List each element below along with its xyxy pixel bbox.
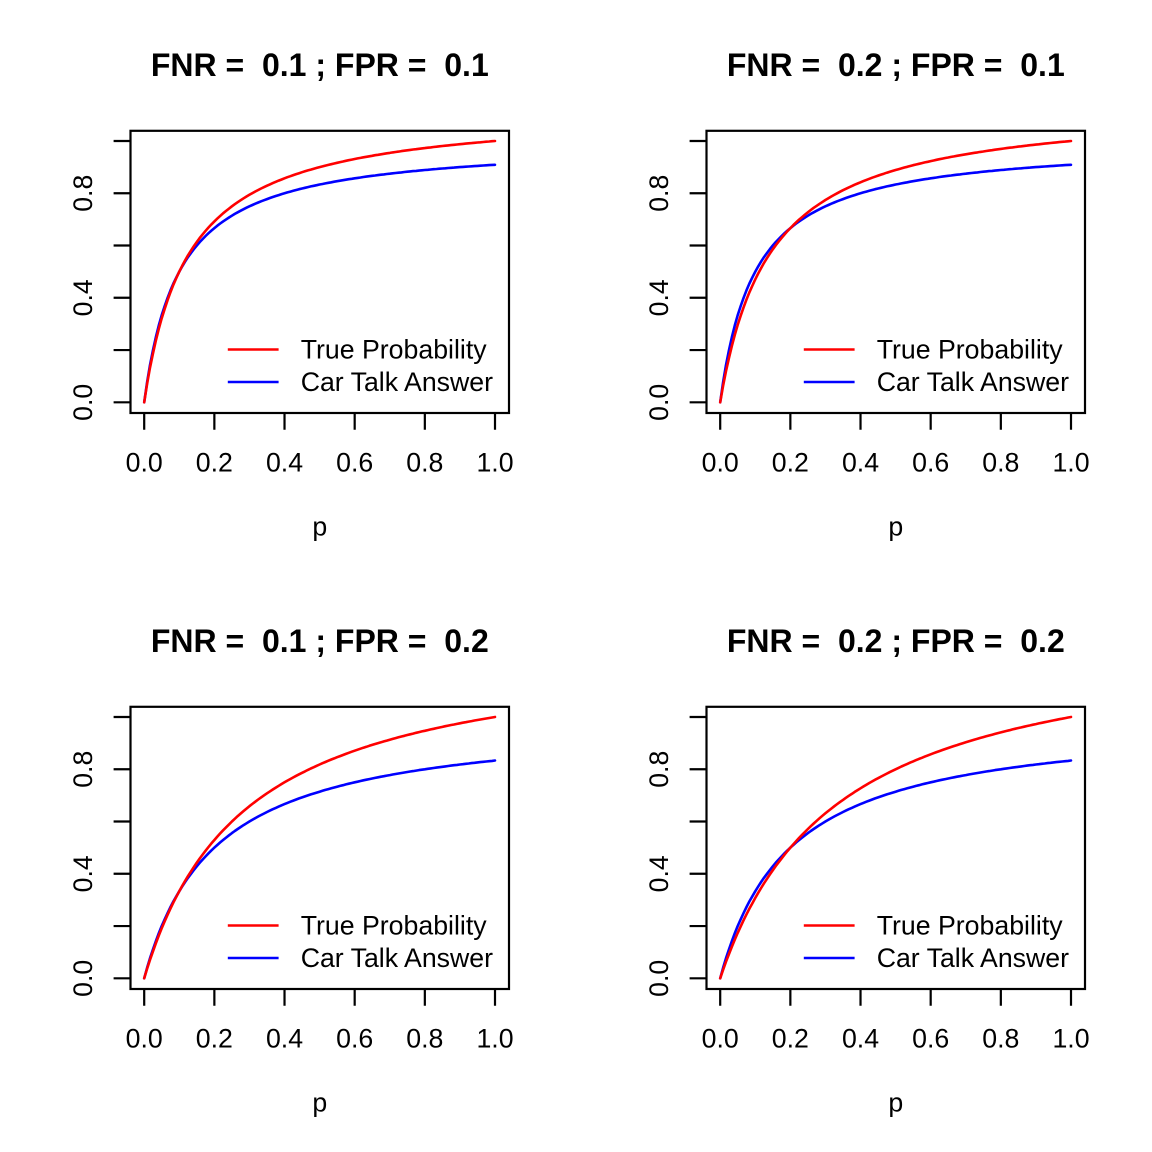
svg-text:0.2: 0.2 — [772, 447, 809, 477]
svg-text:0.0: 0.0 — [126, 1023, 163, 1053]
svg-text:0.8: 0.8 — [644, 175, 674, 212]
svg-text:0.4: 0.4 — [842, 1023, 879, 1053]
svg-text:True Probability: True Probability — [877, 911, 1064, 941]
svg-text:0.0: 0.0 — [702, 1023, 739, 1053]
svg-text:0.8: 0.8 — [982, 447, 1019, 477]
svg-text:0.0: 0.0 — [644, 960, 674, 997]
svg-text:0.6: 0.6 — [912, 447, 949, 477]
svg-text:FNR = 0.2 ; FPR = 0.1: FNR = 0.2 ; FPR = 0.1 — [727, 47, 1065, 83]
svg-text:0.8: 0.8 — [644, 751, 674, 788]
svg-text:0.8: 0.8 — [68, 175, 98, 212]
svg-text:1.0: 1.0 — [1052, 1023, 1089, 1053]
svg-text:0.4: 0.4 — [266, 447, 303, 477]
svg-text:True Probability: True Probability — [877, 335, 1064, 365]
svg-text:Car Talk Answer: Car Talk Answer — [877, 367, 1069, 397]
svg-text:p: p — [888, 511, 903, 541]
svg-text:Car Talk Answer: Car Talk Answer — [301, 943, 493, 973]
svg-text:0.8: 0.8 — [406, 447, 443, 477]
svg-text:0.8: 0.8 — [406, 1023, 443, 1053]
svg-text:0.6: 0.6 — [912, 1023, 949, 1053]
svg-text:0.4: 0.4 — [68, 279, 98, 316]
svg-text:1.0: 1.0 — [476, 447, 513, 477]
svg-text:Car Talk Answer: Car Talk Answer — [877, 943, 1069, 973]
svg-text:0.4: 0.4 — [68, 855, 98, 892]
svg-text:p: p — [888, 1087, 903, 1117]
svg-text:True Probability: True Probability — [301, 335, 488, 365]
svg-text:0.0: 0.0 — [644, 384, 674, 421]
svg-text:0.4: 0.4 — [842, 447, 879, 477]
svg-text:p: p — [312, 1087, 327, 1117]
svg-text:0.0: 0.0 — [68, 960, 98, 997]
svg-text:1.0: 1.0 — [476, 1023, 513, 1053]
svg-text:Car Talk Answer: Car Talk Answer — [301, 367, 493, 397]
svg-text:0.4: 0.4 — [644, 855, 674, 892]
svg-text:0.2: 0.2 — [196, 447, 233, 477]
svg-text:0.6: 0.6 — [336, 1023, 373, 1053]
svg-text:1.0: 1.0 — [1052, 447, 1089, 477]
svg-text:FNR = 0.1 ; FPR = 0.1: FNR = 0.1 ; FPR = 0.1 — [151, 47, 489, 83]
svg-text:p: p — [312, 511, 327, 541]
svg-text:0.8: 0.8 — [982, 1023, 1019, 1053]
svg-text:0.0: 0.0 — [702, 447, 739, 477]
svg-text:0.6: 0.6 — [336, 447, 373, 477]
svg-text:FNR = 0.2 ; FPR = 0.2: FNR = 0.2 ; FPR = 0.2 — [727, 623, 1065, 659]
svg-text:0.0: 0.0 — [126, 447, 163, 477]
svg-text:0.4: 0.4 — [644, 279, 674, 316]
svg-text:0.4: 0.4 — [266, 1023, 303, 1053]
svg-text:0.2: 0.2 — [772, 1023, 809, 1053]
svg-text:FNR = 0.1 ; FPR = 0.2: FNR = 0.1 ; FPR = 0.2 — [151, 623, 489, 659]
svg-text:0.2: 0.2 — [196, 1023, 233, 1053]
svg-text:0.8: 0.8 — [68, 751, 98, 788]
svg-text:0.0: 0.0 — [68, 384, 98, 421]
svg-text:True Probability: True Probability — [301, 911, 488, 941]
